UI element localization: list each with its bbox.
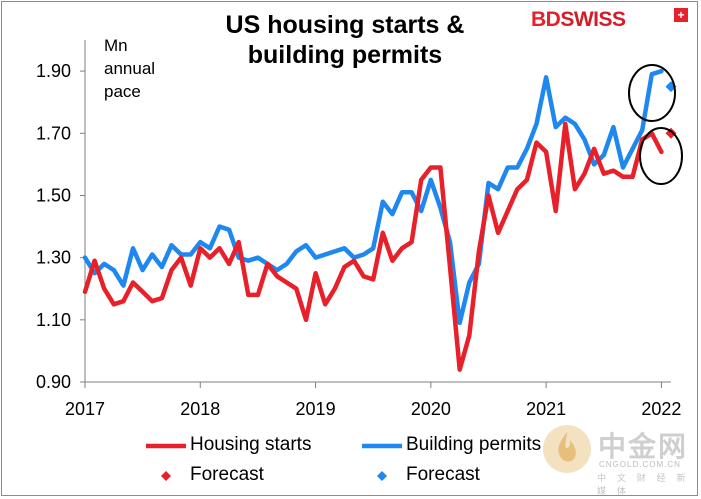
- legend-label-forecast-starts: Forecast: [190, 464, 264, 485]
- watermark-name: 中金网: [598, 430, 689, 463]
- x-tick-label: 2020: [411, 399, 451, 419]
- legend-marker-forecast-starts: [161, 471, 171, 481]
- x-tick-label: 2019: [296, 399, 336, 419]
- brand-bd: BD: [531, 8, 561, 31]
- flame-coin-icon: [543, 425, 591, 473]
- brand-logo: BDSWISS: [531, 8, 626, 32]
- y-unit-line2: annual: [104, 59, 156, 78]
- swiss-cross-icon: +: [674, 8, 688, 22]
- chart-title-line1: US housing starts &: [225, 11, 465, 39]
- x-tick-label: 2017: [65, 399, 105, 419]
- brand-swiss: SWISS: [560, 8, 626, 31]
- series-line-housing-starts: [82, 121, 664, 372]
- y-unit-line1: Mn: [104, 36, 128, 55]
- watermark-site: CNGOLD.COM.CN: [599, 460, 681, 469]
- legend-label-building-permits: Building permits: [406, 434, 542, 455]
- legend-label-forecast-permits: Forecast: [406, 464, 480, 485]
- series-line-building-permits: [82, 68, 664, 326]
- legend-marker-forecast-permits: [377, 471, 387, 481]
- legend-label-housing-starts: Housing starts: [190, 434, 312, 455]
- annotation-circle-permits: [628, 64, 676, 122]
- y-tick-label: 1.70: [36, 123, 71, 143]
- chart-title-line2: building permits: [247, 41, 443, 69]
- y-tick-label: 0.90: [36, 372, 71, 392]
- x-tick-label: 2018: [180, 399, 220, 419]
- x-tick-label: 2022: [641, 399, 681, 419]
- y-tick-label: 1.90: [36, 61, 71, 81]
- watermark-tagline: 中 文 财 经 新 媒 体: [597, 474, 690, 497]
- y-unit-line3: pace: [104, 82, 141, 101]
- y-tick-label: 1.30: [36, 248, 71, 268]
- annotation-circle-starts: [639, 127, 683, 185]
- forecast-point-housing-starts: [665, 127, 677, 139]
- y-tick-label: 1.50: [36, 185, 71, 205]
- x-tick-label: 2021: [526, 399, 566, 419]
- y-tick-label: 1.10: [36, 310, 71, 330]
